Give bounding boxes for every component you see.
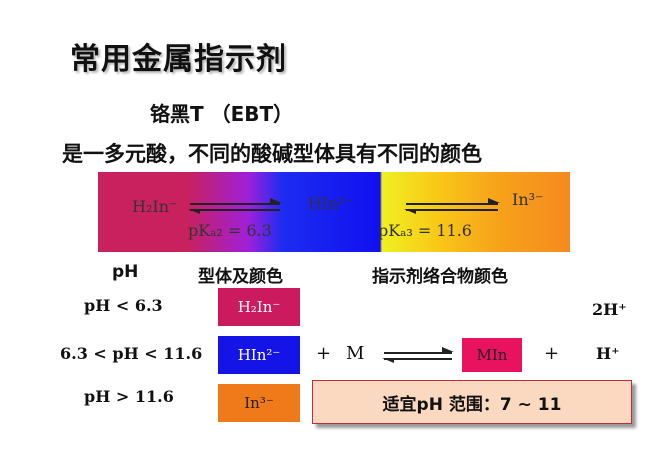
plus-sign-2: +: [544, 343, 560, 364]
header-ph: pH: [112, 262, 139, 282]
plus-sign-1: +: [316, 343, 332, 364]
species-box-hin: HIn²⁻: [218, 336, 300, 374]
indicator-name: 铬黑T （EBT）: [150, 102, 294, 126]
metal-ion: M: [346, 343, 365, 364]
page-title: 常用金属指示剂: [70, 42, 287, 77]
header-form-color: 型体及颜色: [198, 267, 283, 287]
condition-row-1: pH < 6.3: [84, 296, 163, 315]
product-2h: 2H⁺: [592, 300, 627, 319]
equilibrium-arrow-2: [404, 198, 500, 214]
pka3-label: pKₐ₃ = 11.6: [378, 221, 472, 240]
ph-range-box: 适宜pH 范围：7 ~ 11: [312, 380, 632, 424]
complex-box-min: MIn: [462, 338, 522, 372]
species-box-h2in: H₂In⁻: [218, 288, 300, 326]
species-h2in: H₂In⁻: [132, 197, 178, 216]
header-complex-color: 指示剂络合物颜色: [372, 267, 508, 287]
color-transition-band: [98, 172, 570, 252]
equilibrium-arrow-1: [188, 198, 282, 214]
condition-row-3: pH > 11.6: [84, 387, 174, 406]
species-box-in: In³⁻: [218, 384, 300, 422]
description-text: 是一多元酸，不同的酸碱型体具有不同的颜色: [62, 142, 482, 166]
product-h: H⁺: [596, 344, 620, 363]
condition-row-2: 6.3 < pH < 11.6: [60, 344, 203, 363]
pka2-label: pKₐ₂ = 6.3: [188, 221, 272, 240]
species-hin: HIn²⁻: [308, 194, 354, 213]
species-in: In³⁻: [512, 190, 544, 209]
complexation-arrow: [382, 347, 454, 363]
